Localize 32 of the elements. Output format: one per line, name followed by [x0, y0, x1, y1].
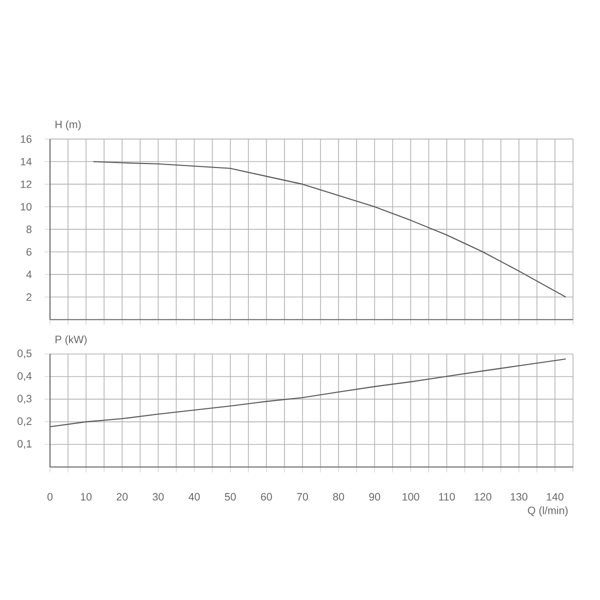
x-tick-label: 90: [369, 493, 380, 501]
y-tick-label: 6: [26, 248, 32, 256]
y-axis-title: H (m): [56, 120, 81, 130]
y-tick-label: 0,1: [18, 440, 32, 449]
x-tick-label: 70: [297, 493, 308, 501]
x-tick-label: 140: [546, 493, 564, 501]
line-series: [92, 161, 566, 298]
x-axis-title: Q (l/min): [528, 506, 568, 516]
x-tick-label: 60: [261, 493, 272, 501]
y-tick-label: 0,5: [18, 350, 32, 358]
y-tick-label: 10: [20, 202, 32, 211]
x-tick-label: 120: [474, 493, 492, 501]
y-tick-label: 14: [20, 158, 32, 166]
y-tick-label: 4: [26, 270, 32, 278]
y-tick-label: 16: [20, 135, 32, 143]
y-tick-label: 12: [20, 180, 32, 188]
x-tick-label: 130: [510, 493, 528, 501]
x-tick-label: 30: [152, 493, 164, 501]
y-tick-label: 2: [26, 293, 32, 301]
y-tick-label: 0,4: [18, 372, 32, 381]
y-tick-label: 0,2: [18, 417, 32, 426]
y-tick-label: 8: [26, 226, 32, 234]
x-tick-label: 100: [402, 493, 420, 501]
x-tick-label: 10: [80, 493, 92, 501]
x-tick-label: 110: [439, 493, 455, 501]
x-tick-label: 80: [333, 493, 344, 501]
x-tick-label: 20: [116, 493, 128, 501]
y-tick-label: 0,3: [18, 394, 32, 404]
x-tick-label: 50: [224, 493, 236, 501]
x-tick-label: 0: [47, 493, 53, 501]
y-axis-title: P (kW): [56, 335, 87, 346]
x-tick-label: 40: [188, 493, 200, 501]
